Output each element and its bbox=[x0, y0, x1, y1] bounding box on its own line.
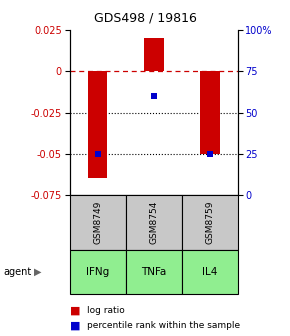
Text: GSM8759: GSM8759 bbox=[205, 201, 214, 244]
Text: IL4: IL4 bbox=[202, 267, 218, 277]
Text: GSM8749: GSM8749 bbox=[93, 201, 102, 244]
Bar bbox=[126, 195, 182, 250]
Text: log ratio: log ratio bbox=[87, 306, 125, 315]
Bar bbox=[182, 250, 238, 294]
Text: ■: ■ bbox=[70, 306, 80, 316]
Bar bbox=[182, 195, 238, 250]
Text: TNFa: TNFa bbox=[141, 267, 166, 277]
Text: ▶: ▶ bbox=[34, 267, 41, 277]
Text: IFNg: IFNg bbox=[86, 267, 109, 277]
Bar bbox=[126, 250, 182, 294]
Bar bbox=[144, 38, 164, 72]
Text: GSM8754: GSM8754 bbox=[149, 201, 158, 244]
Text: agent: agent bbox=[3, 267, 31, 277]
Text: GDS498 / 19816: GDS498 / 19816 bbox=[94, 12, 196, 25]
Bar bbox=[88, 72, 107, 178]
Text: ■: ■ bbox=[70, 321, 80, 331]
Bar bbox=[70, 250, 126, 294]
Text: percentile rank within the sample: percentile rank within the sample bbox=[87, 322, 240, 330]
Bar bbox=[70, 195, 126, 250]
Bar bbox=[200, 72, 220, 154]
